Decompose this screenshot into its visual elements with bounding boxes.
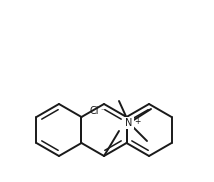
Text: N: N (125, 118, 133, 128)
Text: Cl: Cl (89, 106, 99, 116)
Text: +: + (135, 118, 141, 126)
Text: ⁻: ⁻ (100, 106, 104, 115)
